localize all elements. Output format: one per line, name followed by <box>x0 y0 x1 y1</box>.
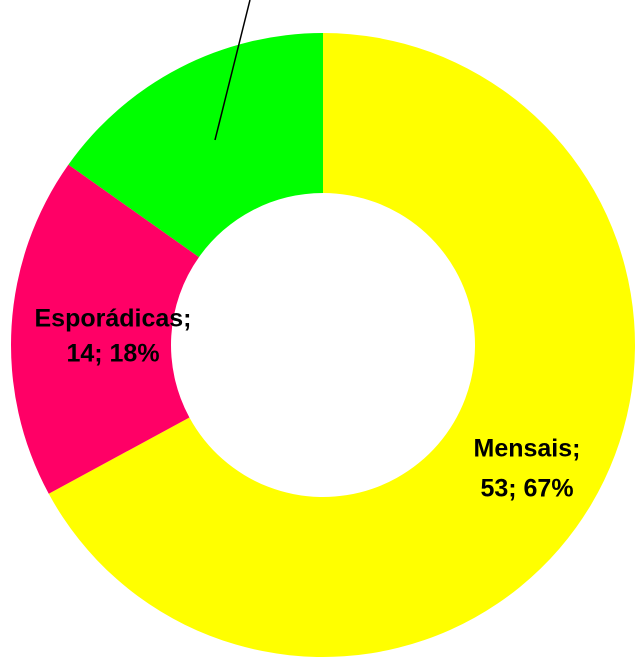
slice-label: Esporádicas; <box>34 305 191 333</box>
data-label: 53; 67% <box>480 475 573 503</box>
data-label: 14; 18% <box>66 340 159 368</box>
slices <box>11 33 635 657</box>
donut-slice <box>11 164 199 494</box>
slice-label: Mensais; <box>474 435 581 463</box>
donut-slice <box>48 33 635 657</box>
leader-line <box>214 0 251 141</box>
donut-slice <box>68 33 323 258</box>
